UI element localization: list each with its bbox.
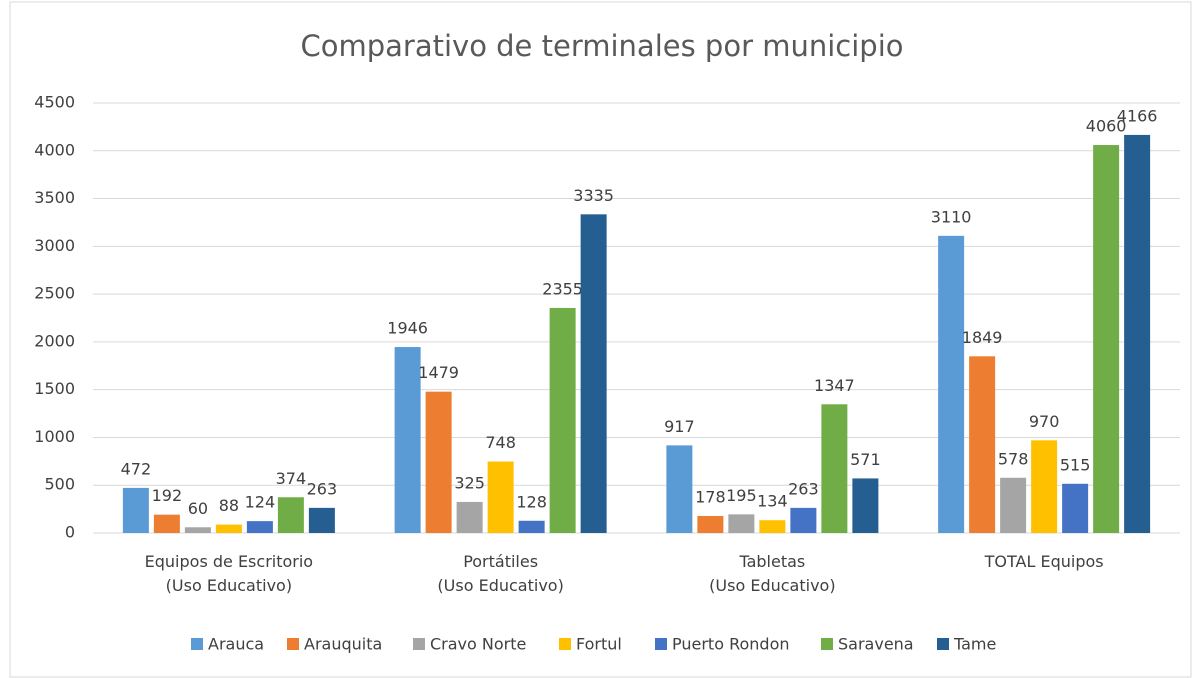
bar: [938, 235, 965, 534]
chart-title: Comparativo de terminales por municipio: [300, 29, 903, 63]
data-label: 917: [664, 417, 695, 436]
data-label: 1946: [387, 319, 428, 338]
y-tick-label: 3000: [34, 236, 75, 255]
data-label: 1849: [962, 328, 1003, 347]
legend-label: Puerto Rondon: [672, 635, 790, 654]
data-label: 263: [788, 479, 819, 498]
data-label: 1347: [814, 376, 855, 395]
y-tick-label: 3500: [34, 188, 75, 207]
bar: [1031, 440, 1058, 533]
bar: [580, 214, 607, 534]
bar: [456, 501, 483, 533]
data-label: 195: [726, 486, 757, 505]
x-tick-label: Equipos de Escritorio (Uso Educativo): [144, 552, 314, 595]
data-label: 578: [998, 449, 1029, 468]
data-label: 1479: [418, 363, 459, 382]
data-label: 3335: [573, 186, 614, 205]
data-label: 748: [485, 433, 516, 452]
legend-swatch: [413, 638, 425, 650]
legend-label: Arauca: [208, 635, 264, 654]
legend-swatch: [191, 638, 203, 650]
bar: [308, 507, 335, 533]
bar: [697, 515, 724, 533]
data-label: 2355: [542, 279, 583, 298]
chart-frame: [9, 1, 1192, 678]
bar: [759, 520, 786, 533]
bar: [790, 507, 817, 533]
data-label: 4060: [1086, 117, 1127, 136]
y-tick-label: 500: [44, 475, 75, 494]
data-label: 134: [757, 492, 788, 511]
legend-label: Tame: [953, 635, 996, 654]
data-label: 3110: [931, 207, 972, 226]
data-label: 571: [850, 450, 881, 469]
bar: [666, 445, 693, 533]
y-tick-label: 1500: [34, 379, 75, 398]
x-tick-label: TOTAL Equipos: [984, 552, 1104, 571]
legend-label: Fortul: [576, 635, 622, 654]
data-label: 124: [245, 493, 276, 512]
legend-swatch: [937, 638, 949, 650]
bar: [184, 527, 211, 533]
legend-swatch: [821, 638, 833, 650]
legend-swatch: [655, 638, 667, 650]
bar: [549, 307, 576, 533]
data-label: 472: [121, 459, 152, 478]
data-label: 60: [188, 499, 208, 518]
y-tick-label: 4000: [34, 140, 75, 159]
bar: [487, 461, 514, 533]
bar: [1000, 477, 1027, 533]
data-label: 192: [152, 486, 183, 505]
data-label: 325: [454, 473, 485, 492]
data-label: 970: [1029, 412, 1060, 431]
bar: [215, 524, 242, 533]
y-tick-label: 0: [65, 523, 75, 542]
y-tick-label: 4500: [34, 93, 75, 112]
data-label: 128: [516, 492, 547, 511]
bar: [969, 356, 996, 533]
bar: [122, 487, 149, 533]
x-tick-label: Portátiles (Uso Educativo): [437, 552, 564, 595]
bar: [153, 514, 180, 533]
bar: [1062, 483, 1089, 533]
data-label: 178: [695, 487, 726, 506]
data-label: 88: [219, 496, 239, 515]
bar: [246, 521, 273, 533]
legend-swatch: [287, 638, 299, 650]
bar: [852, 478, 879, 533]
bar: [518, 520, 545, 533]
legend-label: Arauquita: [304, 635, 382, 654]
data-label: 263: [307, 479, 338, 498]
bar: [425, 391, 452, 533]
y-tick-label: 1000: [34, 427, 75, 446]
data-label: 4166: [1117, 106, 1158, 125]
bar: [1093, 145, 1120, 534]
legend-label: Cravo Norte: [430, 635, 526, 654]
legend-swatch: [559, 638, 571, 650]
bar: [728, 514, 755, 533]
bar: [277, 497, 304, 533]
legend-label: Saravena: [838, 635, 914, 654]
y-tick-label: 2000: [34, 331, 75, 350]
data-label: 515: [1060, 455, 1091, 474]
bar: [821, 404, 848, 533]
x-tick-label: Tabletas (Uso Educativo): [709, 552, 836, 595]
data-label: 374: [276, 469, 307, 488]
y-tick-label: 2500: [34, 284, 75, 303]
bar: [394, 347, 421, 533]
bar: [1124, 134, 1151, 533]
